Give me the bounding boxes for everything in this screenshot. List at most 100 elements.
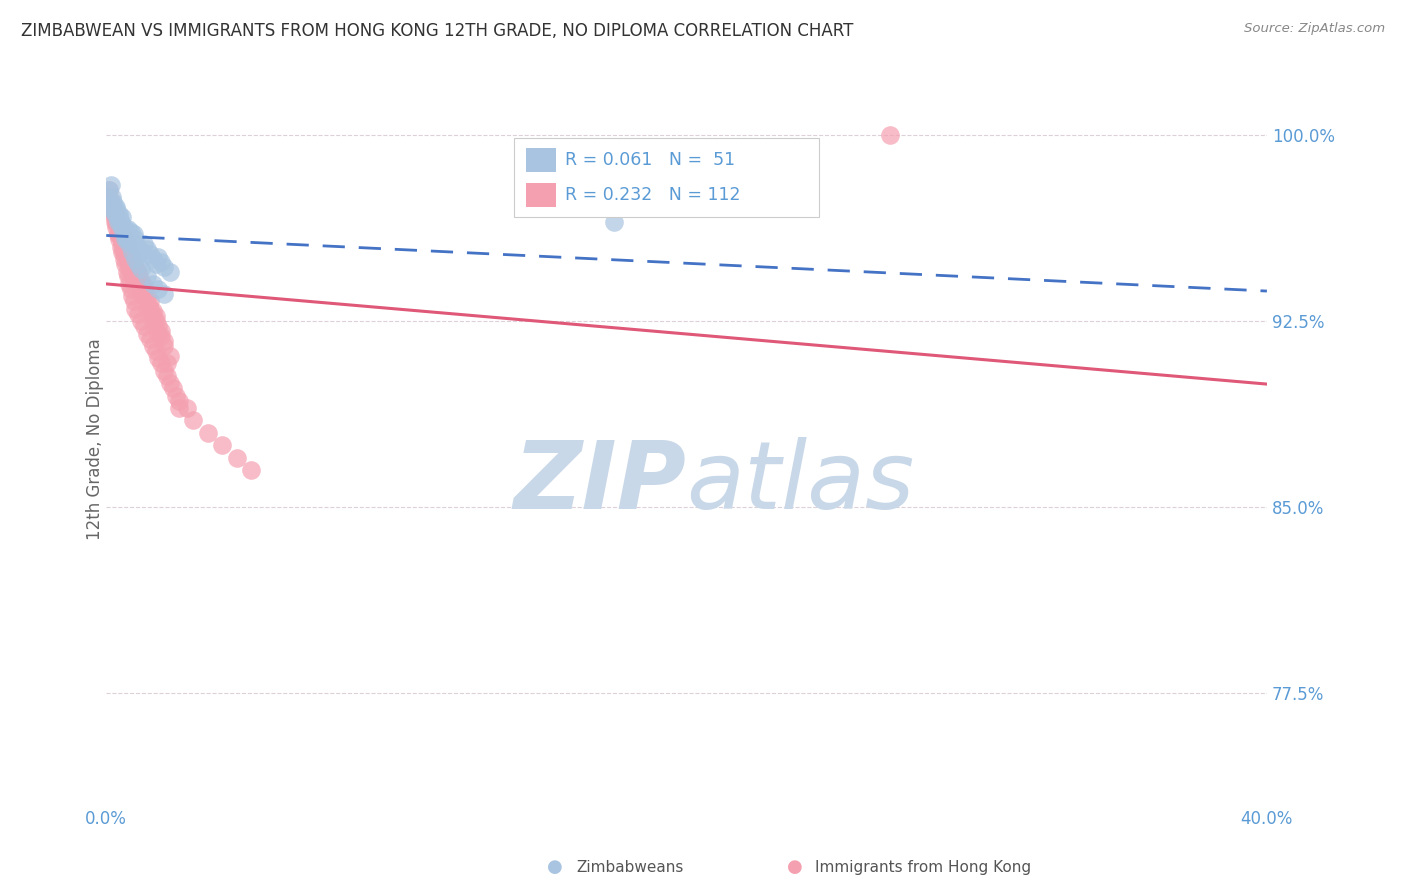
Point [110,215,132,229]
Point [142,317,165,331]
Text: ZIMBABWEAN VS IMMIGRANTS FROM HONG KONG 12TH GRADE, NO DIPLOMA CORRELATION CHART: ZIMBABWEAN VS IMMIGRANTS FROM HONG KONG … [21,22,853,40]
Point [124,260,146,274]
Point [107,215,129,229]
Text: ●: ● [547,858,564,876]
Point [115,229,138,244]
Point [110,222,132,236]
Point [100,194,122,209]
Text: ●: ● [786,858,803,876]
Point [105,215,128,229]
Point [124,232,146,246]
Text: Immigrants from Hong Kong: Immigrants from Hong Kong [815,860,1032,874]
Point [132,319,155,334]
Point [150,254,173,268]
Point [132,237,155,252]
Point [159,376,181,391]
Point [98,183,121,197]
Point [139,294,162,309]
Point [101,202,124,217]
Point [100,178,122,192]
Point [240,463,263,477]
Point [148,326,170,341]
Point [132,289,155,303]
Point [122,227,145,242]
Point [162,381,184,395]
Point [148,319,170,334]
Point [145,314,167,328]
Point [118,244,141,259]
Point [111,222,134,236]
Point [103,202,125,217]
Point [114,240,136,254]
Point [110,225,132,239]
Point [124,269,146,284]
Point [142,339,165,353]
Text: Zimbabweans: Zimbabweans [576,860,683,874]
Point [107,219,129,234]
Point [97,190,120,204]
Point [176,401,198,415]
Point [121,252,143,266]
Point [122,294,145,309]
Point [139,247,162,261]
Point [103,207,125,221]
Point [121,289,143,303]
Point [118,260,141,274]
Point [105,202,128,217]
Point [159,264,181,278]
Point [112,225,135,239]
Point [127,267,149,281]
Point [127,269,149,284]
Point [122,272,145,286]
Text: atlas: atlas [686,437,915,528]
Point [121,235,143,249]
Point [101,197,124,211]
Point [114,227,136,242]
Point [111,232,134,246]
Point [120,225,142,239]
Point [153,260,176,274]
Point [107,227,129,242]
Point [115,240,138,254]
Point [114,242,136,256]
Point [131,282,153,296]
Point [150,324,173,338]
Point [121,250,143,264]
Point [127,257,149,271]
Point [107,227,129,242]
Point [115,244,138,259]
Point [121,244,143,259]
Point [156,356,179,370]
Point [115,264,138,278]
Point [115,235,138,249]
Point [115,237,138,252]
Point [112,252,135,266]
Point [118,277,141,291]
Point [110,218,132,232]
Point [225,450,247,465]
Point [104,205,127,219]
Text: R = 0.232   N = 112: R = 0.232 N = 112 [565,186,741,203]
Point [118,257,141,271]
Point [603,215,626,229]
Point [108,225,131,239]
Point [156,368,179,383]
Point [124,272,146,286]
Point [148,282,170,296]
Point [879,128,901,142]
Point [129,244,152,259]
Point [148,351,170,366]
Point [121,264,143,278]
Point [150,329,173,343]
Point [124,252,146,266]
Point [114,232,136,246]
Point [148,250,170,264]
Point [150,356,173,370]
Point [124,301,146,316]
Point [127,264,149,278]
Point [107,212,129,227]
Point [211,438,233,452]
Point [142,252,165,266]
Point [107,215,129,229]
Point [159,349,181,363]
